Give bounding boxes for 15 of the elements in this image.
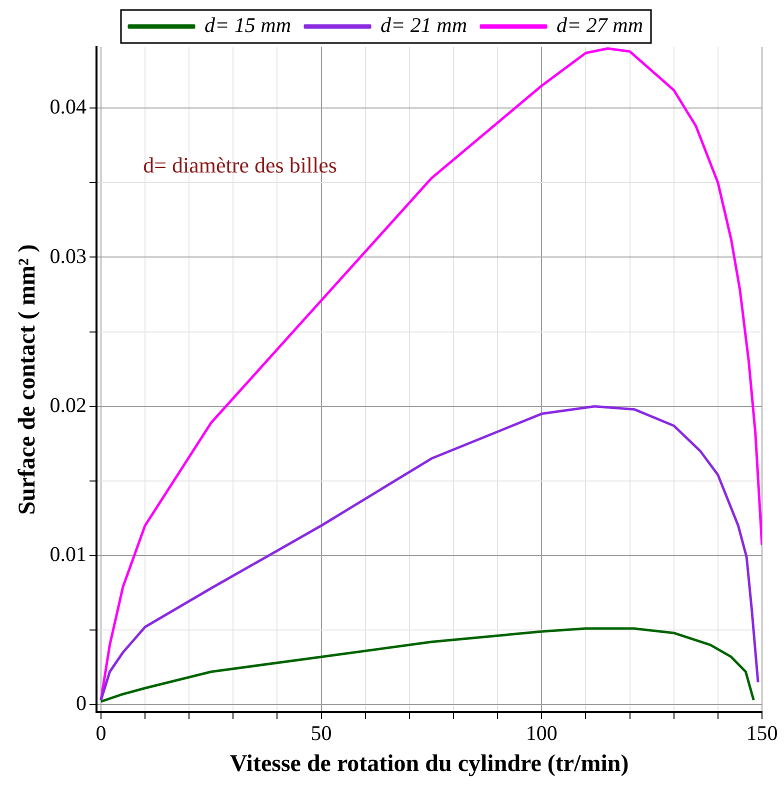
y-tick-label: 0.03	[50, 244, 87, 268]
y-axis-title: Surface de contact ( mm² )	[14, 244, 41, 515]
x-tick-label: 100	[526, 721, 558, 746]
y-tick-label: 0.01	[50, 542, 87, 566]
annotation: d= diamètre des billes	[143, 152, 337, 178]
x-axis-title: Vitesse de rotation du cylindre (tr/min)	[230, 750, 629, 777]
legend-label: d= 27 mm	[556, 13, 644, 38]
y-tick-label: 0	[76, 691, 87, 716]
x-tick-label: 0	[96, 721, 106, 746]
legend-label: d= 15 mm	[204, 13, 292, 38]
y-tick-label: 0.04	[50, 94, 88, 119]
y-tick-label: 0.02	[50, 392, 87, 417]
legend-label: d= 21 mm	[380, 13, 468, 38]
x-tick-label: 50	[310, 721, 332, 746]
x-tick-label: 150	[746, 721, 778, 746]
